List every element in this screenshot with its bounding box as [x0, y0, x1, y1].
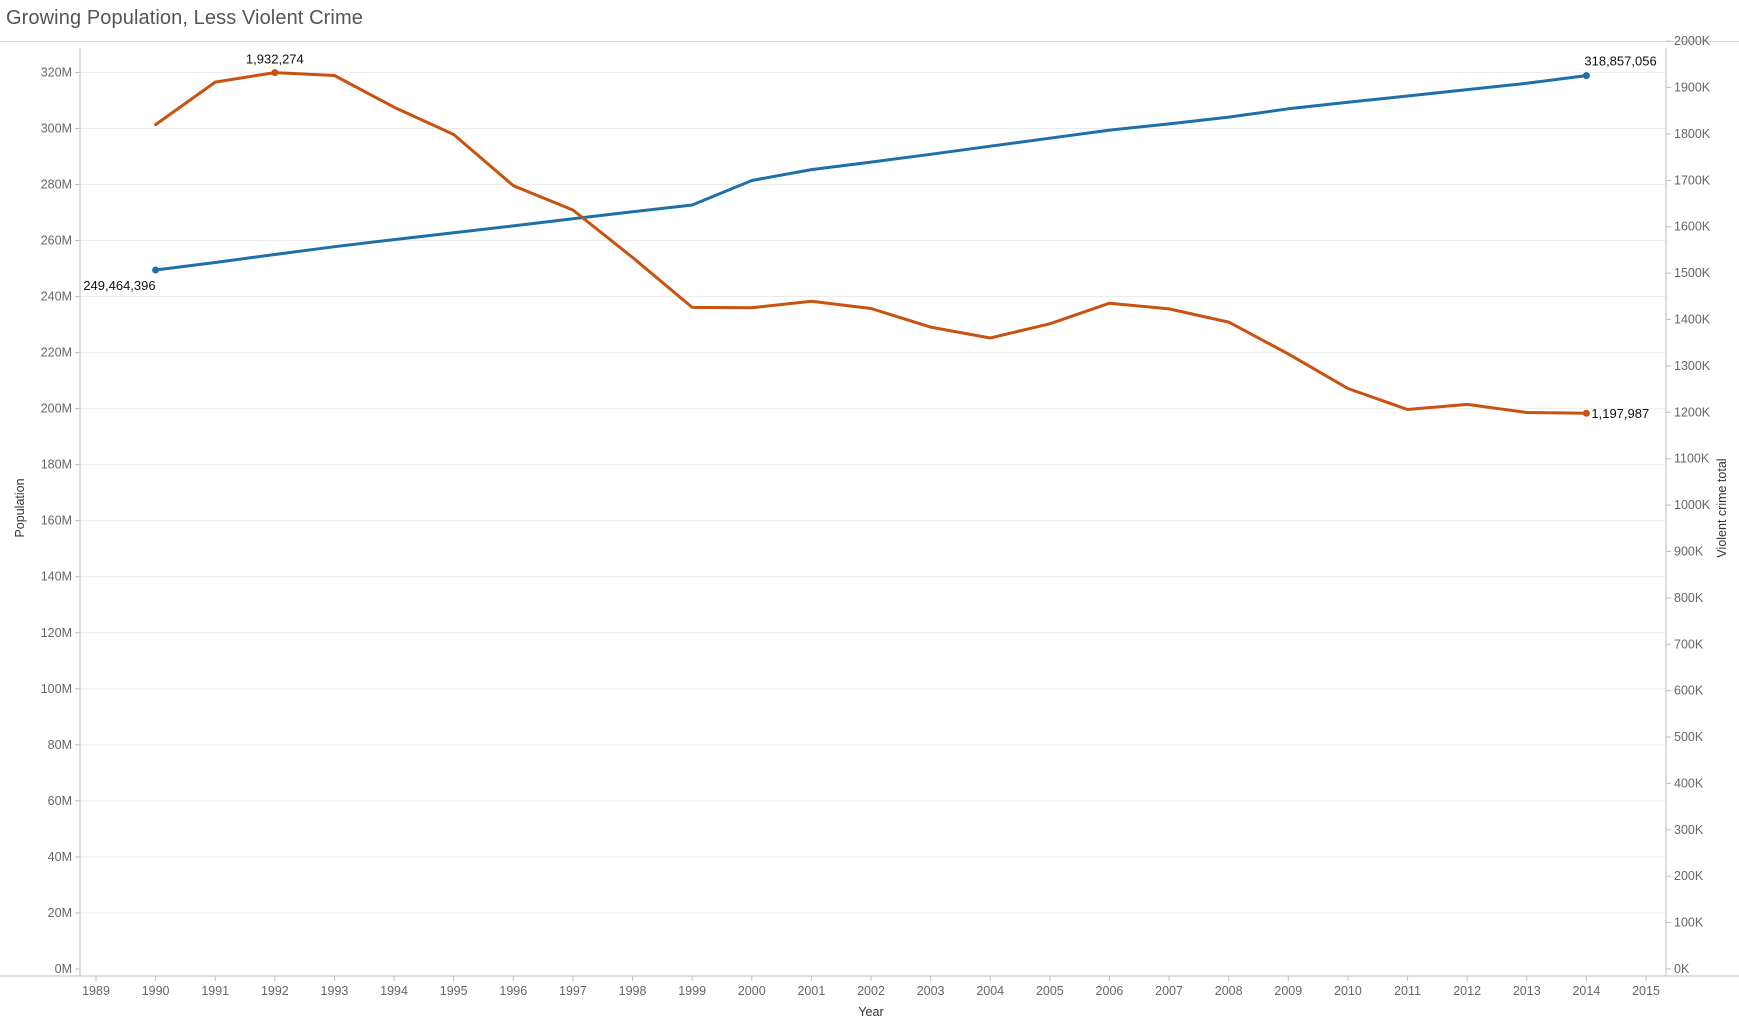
- x-tick-label: 2004: [976, 984, 1004, 998]
- right-axis-title: Violent crime total: [1715, 458, 1729, 557]
- x-tick-label: 1996: [499, 984, 527, 998]
- x-axis-title: Year: [858, 1005, 883, 1019]
- violent-crime-line: [154, 71, 1588, 415]
- x-tick-label: 2005: [1036, 984, 1064, 998]
- left-tick-label: 180M: [41, 458, 72, 472]
- x-tick-label: 2014: [1572, 984, 1600, 998]
- x-tick-label: 1995: [440, 984, 468, 998]
- title-divider: [0, 41, 1739, 42]
- x-tick-label: 2002: [857, 984, 885, 998]
- left-tick-label: 320M: [41, 65, 72, 79]
- right-tick-label: 300K: [1674, 823, 1704, 837]
- left-tick-label: 80M: [48, 738, 72, 752]
- x-tick-label: 2009: [1274, 984, 1302, 998]
- left-tick-label: 260M: [41, 234, 72, 248]
- x-tick-label: 2011: [1394, 984, 1421, 998]
- population-point: [152, 266, 160, 274]
- left-tick-label: 100M: [41, 682, 72, 696]
- left-tick-label: 280M: [41, 177, 72, 191]
- left-tick-label: 60M: [48, 794, 72, 808]
- mark-labels: 249,464,396 318,857,056 1,932,274 1,197,987: [83, 52, 1656, 422]
- x-tick-label: 2015: [1632, 984, 1660, 998]
- x-tick-label: 1997: [559, 984, 587, 998]
- x-tick-label: 1998: [619, 984, 647, 998]
- left-tick-label: 20M: [48, 906, 72, 920]
- right-axis-ticks: 0K 100K 200K 300K 400K 500K 600K 700K 800K 900K 10…: [1666, 34, 1711, 976]
- x-tick-label: 2013: [1513, 984, 1541, 998]
- x-tick-label: 2006: [1096, 984, 1124, 998]
- left-tick-label: 200M: [41, 402, 72, 416]
- x-tick-label: 1990: [142, 984, 170, 998]
- population-point: [1582, 72, 1590, 80]
- right-tick-label: 1400K: [1674, 313, 1711, 327]
- x-tick-label: 1993: [321, 984, 349, 998]
- left-tick-label: 40M: [48, 850, 72, 864]
- x-tick-label: 2003: [917, 984, 945, 998]
- right-tick-label: 900K: [1674, 544, 1704, 558]
- left-tick-label: 0M: [55, 962, 72, 976]
- right-tick-label: 1600K: [1674, 220, 1711, 234]
- left-tick-label: 160M: [41, 514, 72, 528]
- right-tick-label: 800K: [1674, 591, 1704, 605]
- x-tick-label: 1992: [261, 984, 289, 998]
- violent-crime-point: [271, 69, 279, 77]
- right-tick-label: 1900K: [1674, 81, 1711, 95]
- x-tick-label: 2007: [1155, 984, 1183, 998]
- x-tick-label: 2010: [1334, 984, 1362, 998]
- right-tick-label: 1700K: [1674, 173, 1711, 187]
- right-tick-label: 100K: [1674, 916, 1704, 930]
- left-tick-label: 240M: [41, 290, 72, 304]
- left-tick-label: 140M: [41, 570, 72, 584]
- x-tick-label: 2012: [1453, 984, 1481, 998]
- right-tick-label: 1800K: [1674, 127, 1711, 141]
- right-tick-label: 0K: [1674, 962, 1690, 976]
- left-tick-label: 300M: [41, 121, 72, 135]
- right-tick-label: 200K: [1674, 869, 1704, 883]
- violent-crime-value-label: 1,932,274: [246, 52, 304, 67]
- right-tick-label: 1500K: [1674, 266, 1711, 280]
- violent-crime-point: [1582, 409, 1590, 417]
- right-tick-label: 500K: [1674, 730, 1704, 744]
- x-tick-label: 1991: [201, 984, 229, 998]
- right-tick-label: 1100K: [1674, 452, 1710, 466]
- x-tick-label: 1994: [380, 984, 408, 998]
- population-value-label: 249,464,396: [83, 278, 155, 293]
- right-tick-label: 700K: [1674, 637, 1704, 651]
- violent-crime-value-label: 1,197,987: [1591, 406, 1649, 421]
- axes: [0, 48, 1739, 977]
- x-tick-label: 1999: [678, 984, 706, 998]
- chart-title: Growing Population, Less Violent Crime: [6, 7, 363, 29]
- left-tick-label: 120M: [41, 626, 72, 640]
- population-value-label: 318,857,056: [1584, 54, 1656, 69]
- right-tick-label: 1000K: [1674, 498, 1711, 512]
- x-tick-label: 1989: [82, 984, 110, 998]
- right-tick-label: 1200K: [1674, 405, 1711, 419]
- right-tick-label: 1300K: [1674, 359, 1711, 373]
- left-axis-title: Population: [13, 478, 27, 537]
- x-tick-label: 2008: [1215, 984, 1243, 998]
- gridlines: [80, 71, 1666, 914]
- series-lines: [152, 69, 1590, 417]
- right-tick-label: 2000K: [1674, 34, 1711, 48]
- right-tick-label: 600K: [1674, 684, 1704, 698]
- right-tick-label: 400K: [1674, 776, 1704, 790]
- left-axis-ticks: 0M 20M 40M 60M 80M 100M 120M 140M 160M 180M 200M 22…: [41, 65, 80, 976]
- x-axis-ticks: 1989 1990 1991 1992 1993 1994 1995 1996 1997 1998…: [82, 976, 1660, 998]
- population-line: [154, 74, 1588, 272]
- x-tick-label: 2001: [797, 984, 825, 998]
- x-tick-label: 2000: [738, 984, 766, 998]
- left-tick-label: 220M: [41, 346, 72, 360]
